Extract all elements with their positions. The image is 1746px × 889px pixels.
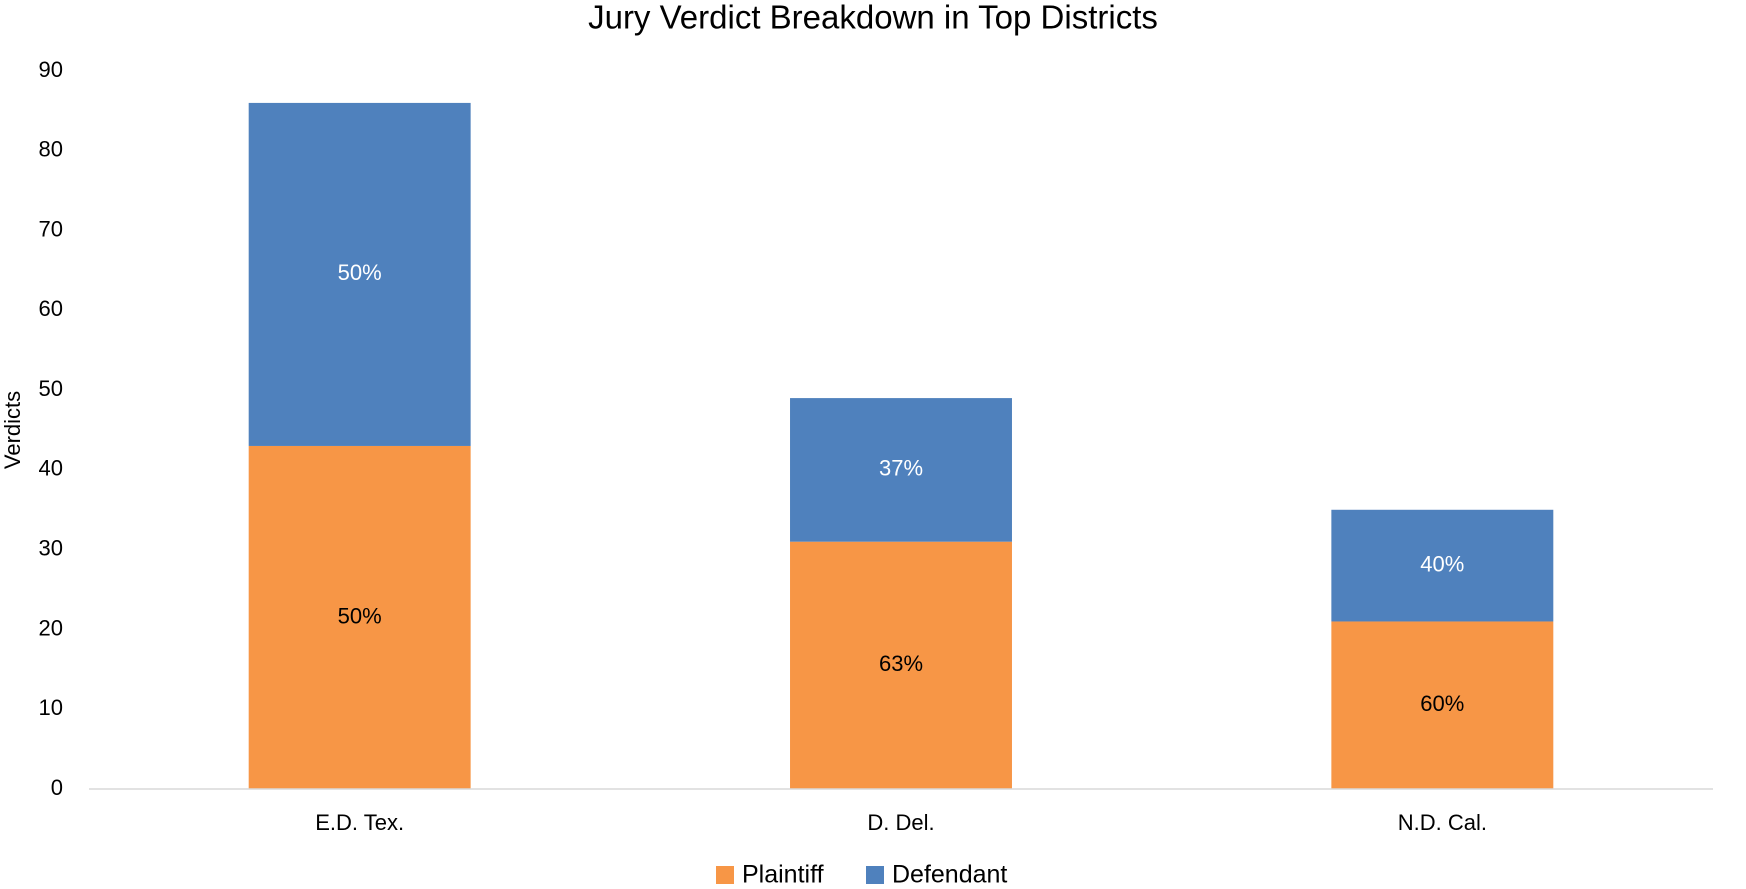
data-label: 50% <box>338 260 382 285</box>
x-tick-label: E.D. Tex. <box>315 810 404 835</box>
data-label: 63% <box>879 651 923 676</box>
legend-swatch <box>716 866 734 884</box>
y-tick-label: 40 <box>39 456 63 481</box>
x-tick-label: D. Del. <box>867 810 934 835</box>
y-tick-label: 60 <box>39 296 63 321</box>
y-tick-label: 30 <box>39 535 63 560</box>
y-tick-label: 70 <box>39 216 63 241</box>
legend-swatch <box>866 866 884 884</box>
bar-segment <box>248 102 471 446</box>
y-tick-label: 50 <box>39 376 63 401</box>
bar-segment <box>248 445 471 789</box>
bar-segment <box>790 398 1012 542</box>
bar-segment <box>1331 509 1554 622</box>
y-tick-label: 20 <box>39 615 63 640</box>
bar-segment <box>1331 621 1554 789</box>
y-tick-label: 10 <box>39 695 63 720</box>
legend-label: Defendant <box>892 861 1007 889</box>
chart-title: Jury Verdict Breakdown in Top Districts <box>588 0 1158 36</box>
y-tick-label: 0 <box>51 775 63 800</box>
y-tick-label: 90 <box>39 57 63 82</box>
bar-segment <box>790 541 1012 789</box>
x-tick-label: N.D. Cal. <box>1398 810 1487 835</box>
data-label: 50% <box>338 603 382 628</box>
data-label: 37% <box>879 456 923 481</box>
legend-label: Plaintiff <box>742 861 824 889</box>
data-label: 40% <box>1420 551 1464 576</box>
y-axis-title: Verdicts <box>0 391 25 469</box>
y-tick-label: 80 <box>39 137 63 162</box>
data-label: 60% <box>1420 691 1464 716</box>
